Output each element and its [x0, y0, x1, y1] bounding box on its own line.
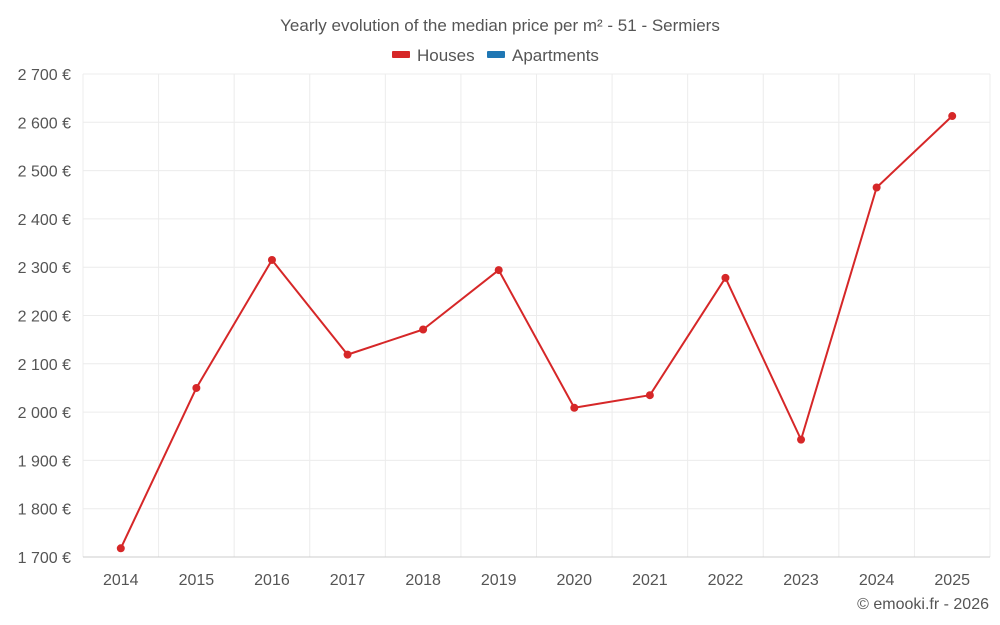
- x-tick-label: 2024: [859, 572, 895, 589]
- x-tick-label: 2021: [632, 572, 668, 589]
- x-tick-label: 2025: [934, 572, 970, 589]
- credit-text: © emooki.fr - 2026: [857, 596, 989, 613]
- data-point[interactable]: [267, 255, 276, 264]
- legend-swatch-apartments: [487, 51, 505, 58]
- x-tick-label: 2016: [254, 572, 290, 589]
- series-lines: [119, 115, 953, 549]
- y-tick-label: 2 200 €: [18, 309, 71, 326]
- y-tick-label: 2 000 €: [18, 405, 71, 422]
- x-tick-label: 2019: [481, 572, 517, 589]
- x-tick-label: 2018: [405, 572, 441, 589]
- legend-swatch-houses: [392, 51, 410, 58]
- legend-item-houses[interactable]: Houses: [392, 46, 475, 65]
- chart-title: Yearly evolution of the median price per…: [280, 16, 720, 35]
- data-point[interactable]: [343, 350, 352, 359]
- y-tick-label: 2 600 €: [18, 115, 71, 132]
- legend-label-apartments: Apartments: [512, 46, 599, 65]
- x-axis-ticks: 2014 2015 2016 2017 2018 2019 2020 2021 2022 2023…: [103, 572, 970, 589]
- legend-label-houses: Houses: [417, 46, 475, 65]
- y-tick-label: 1 800 €: [18, 502, 71, 519]
- series-points: [116, 112, 957, 553]
- y-tick-label: 2 300 €: [18, 260, 71, 277]
- legend-item-apartments[interactable]: Apartments: [487, 46, 599, 65]
- x-tick-label: 2023: [783, 572, 819, 589]
- data-point[interactable]: [192, 383, 201, 392]
- y-tick-label: 1 700 €: [18, 550, 71, 567]
- y-tick-label: 2 100 €: [18, 357, 71, 374]
- data-point[interactable]: [645, 391, 654, 400]
- legend: Houses Apartments: [392, 46, 599, 65]
- y-axis-ticks: 1 700 € 1 800 € 1 900 € 2 000 € 2 100 € 2 200…: [18, 67, 71, 567]
- data-point[interactable]: [116, 544, 125, 553]
- data-point[interactable]: [419, 325, 428, 334]
- data-point[interactable]: [570, 403, 579, 412]
- data-point[interactable]: [721, 273, 730, 282]
- y-tick-label: 1 900 €: [18, 453, 71, 470]
- x-tick-label: 2014: [103, 572, 139, 589]
- data-point[interactable]: [948, 112, 957, 121]
- data-point[interactable]: [797, 435, 806, 444]
- x-tick-label: 2017: [330, 572, 366, 589]
- x-tick-label: 2015: [179, 572, 215, 589]
- y-tick-label: 2 700 €: [18, 67, 71, 84]
- x-tick-label: 2020: [556, 572, 592, 589]
- y-tick-label: 2 500 €: [18, 164, 71, 181]
- y-gridlines: [83, 73, 990, 510]
- y-tick-label: 2 400 €: [18, 212, 71, 229]
- x-tick-label: 2022: [708, 572, 744, 589]
- series-line-houses: [119, 115, 953, 549]
- data-point[interactable]: [872, 183, 881, 192]
- data-point[interactable]: [494, 266, 503, 275]
